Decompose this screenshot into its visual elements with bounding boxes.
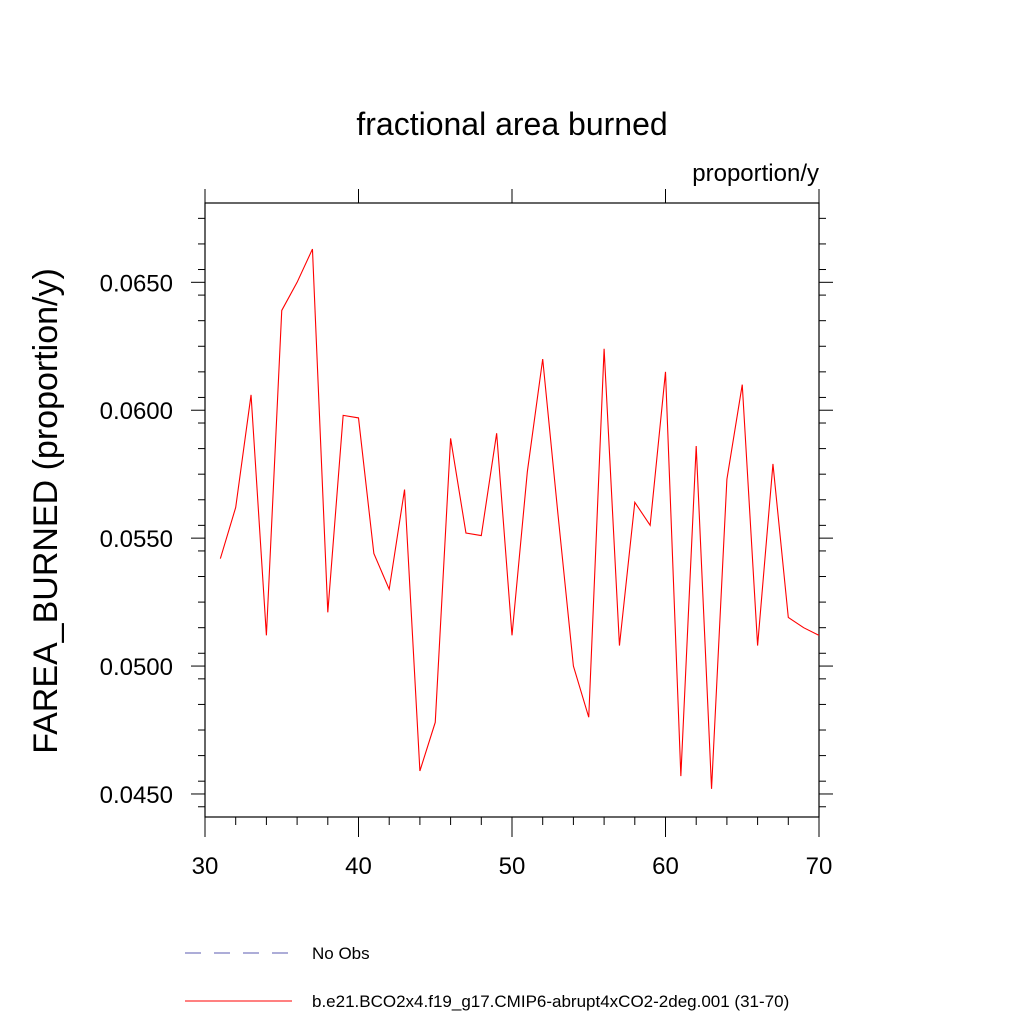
y-tick-label: 0.0550 [100,526,173,553]
y-tick-label: 0.0500 [100,654,173,681]
tick-labels: 30 40 50 60 70 0.0450 0.0500 0.0550 0.0600 0.0650 [100,270,833,880]
y-tick-label: 0.0600 [100,398,173,425]
x-tick-label: 60 [652,853,679,880]
y-tick-label: 0.0450 [100,782,173,809]
series-line [219,248,820,789]
x-tick-label: 40 [345,853,372,880]
legend-label-model-run: b.e21.BCO2x4.f19_g17.CMIP6-abrupt4xCO2-2… [312,992,789,1011]
x-tick-label: 50 [499,853,526,880]
x-tick-label: 30 [192,853,219,880]
axis-ticks [191,189,833,837]
y-tick-label: 0.0650 [100,270,173,297]
chart-title: fractional area burned [356,106,667,142]
legend-label-no-obs: No Obs [312,944,370,963]
legend: No Obs b.e21.BCO2x4.f19_g17.CMIP6-abrupt… [185,944,789,1011]
y-axis-label: FAREA_BURNED (proportion/y) [27,268,65,754]
units-label: proportion/y [692,160,819,187]
x-tick-label: 70 [806,853,833,880]
plot-frame [204,202,820,818]
series-group [219,248,820,789]
